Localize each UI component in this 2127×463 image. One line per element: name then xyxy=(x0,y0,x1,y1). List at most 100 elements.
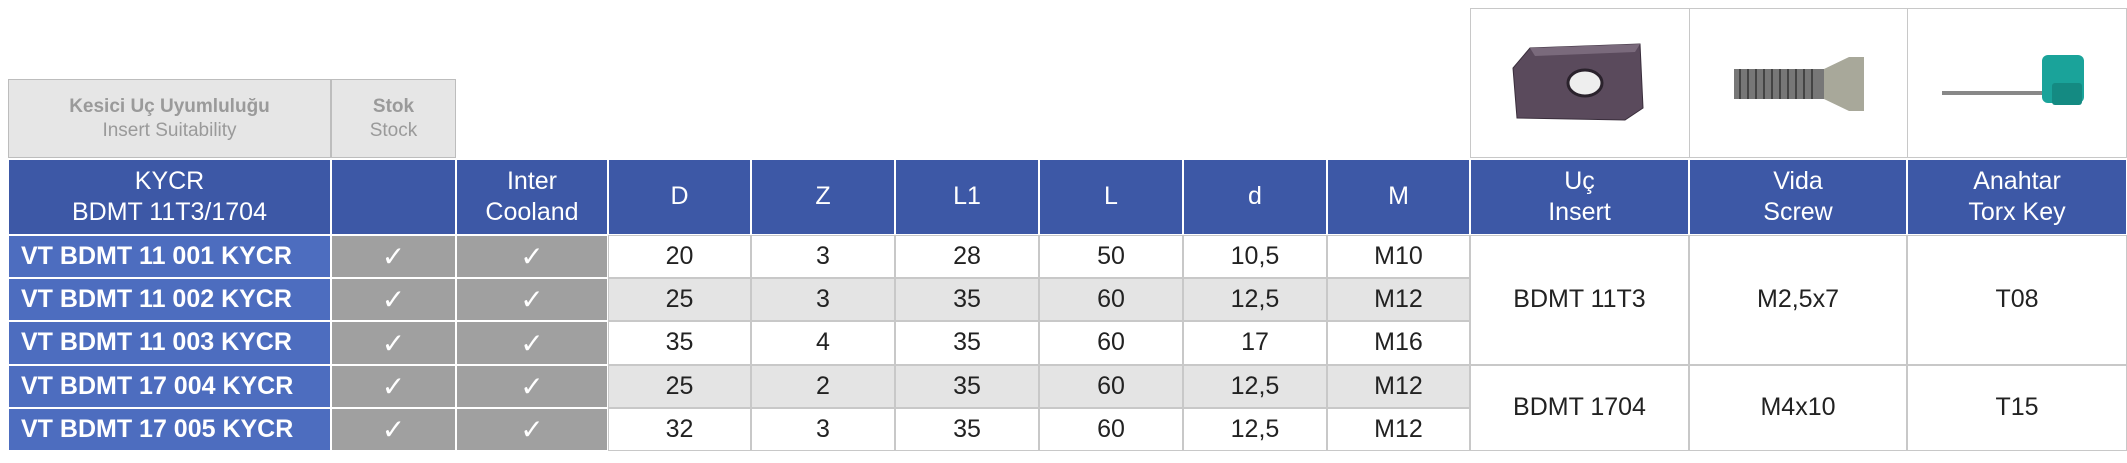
column-header-text: d xyxy=(1248,182,1262,211)
dimension-value-text: 12,5 xyxy=(1230,371,1280,400)
dimension-value-text: 35 xyxy=(953,284,981,313)
accessory-insert-text: BDMT 1704 xyxy=(1513,393,1646,422)
dimension-value: M12 xyxy=(1327,365,1470,408)
key-icon xyxy=(1942,55,2084,105)
column-header-text: M xyxy=(1388,182,1409,211)
cooland-check: ✓ xyxy=(456,365,608,408)
stock-check-text: ✓ xyxy=(381,284,406,315)
accessory-insert: BDMT 1704 xyxy=(1470,365,1689,451)
insert-image xyxy=(1470,8,1690,158)
dimension-value: 60 xyxy=(1039,321,1183,365)
accessory-header-text: Anahtar xyxy=(1973,166,2061,195)
stock-check: ✓ xyxy=(331,365,456,408)
dimension-value: M16 xyxy=(1327,321,1470,365)
screw-icon xyxy=(1733,57,1864,111)
stock-header-blank xyxy=(331,159,456,235)
column-header: M xyxy=(1327,159,1470,235)
stock-check-text: ✓ xyxy=(381,327,406,359)
cooland-check-text: ✓ xyxy=(520,284,544,315)
accessory-screw-text: M4x10 xyxy=(1760,393,1836,422)
screw-image xyxy=(1689,8,1908,158)
stock-check-text: ✓ xyxy=(381,414,406,445)
product-code-text: VT BDMT 17 004 KYCR xyxy=(21,371,294,400)
cooland-check-text: ✓ xyxy=(520,241,544,272)
dimension-value-text: 3 xyxy=(816,414,830,443)
product-code-text: VT BDMT 11 003 KYCR xyxy=(21,328,292,357)
stock-check: ✓ xyxy=(331,408,456,451)
product-code: VT BDMT 11 002 KYCR xyxy=(8,278,331,321)
accessory-header-text: Torx Key xyxy=(1968,198,2066,226)
accessory-insert-text: BDMT 11T3 xyxy=(1513,285,1646,314)
cooland-header-text: Inter xyxy=(506,166,558,195)
accessory-key-text: T08 xyxy=(1995,285,2039,314)
dimension-value-text: 35 xyxy=(953,371,981,400)
dimension-value: 25 xyxy=(608,365,751,408)
dimension-value-text: 35 xyxy=(953,414,981,443)
dimension-value-text: M12 xyxy=(1374,414,1423,443)
stock-check: ✓ xyxy=(331,278,456,321)
cooland-check: ✓ xyxy=(456,408,608,451)
dimension-value: 12,5 xyxy=(1183,365,1327,408)
stock-check: ✓ xyxy=(331,235,456,278)
dimension-value-text: M12 xyxy=(1374,371,1423,400)
dimension-value: 60 xyxy=(1039,278,1183,321)
dimension-value-text: M12 xyxy=(1374,284,1423,313)
accessory-screw: M2,5x7 xyxy=(1689,235,1907,365)
cooland-check: ✓ xyxy=(456,278,608,321)
dimension-value: 17 xyxy=(1183,321,1327,365)
cooland-header: Inter Cooland xyxy=(456,159,608,235)
dimension-value: 35 xyxy=(895,365,1039,408)
stock-check: ✓ xyxy=(331,321,456,365)
cooland-check-text: ✓ xyxy=(520,327,544,359)
dimension-value-text: 35 xyxy=(665,328,694,357)
dimension-value: 3 xyxy=(751,235,895,278)
accessory-header-text: Screw xyxy=(1763,198,1833,226)
product-code: VT BDMT 17 005 KYCR xyxy=(8,408,331,451)
accessory-header: Vida Screw xyxy=(1689,159,1907,235)
dimension-value-text: 3 xyxy=(816,241,830,270)
dimension-value-text: 17 xyxy=(1241,328,1269,357)
stock-check-text: ✓ xyxy=(381,371,406,402)
accessory-screw: M4x10 xyxy=(1689,365,1907,451)
dimension-value: 4 xyxy=(751,321,895,365)
dimension-value-text: 2 xyxy=(816,371,830,400)
column-header-text: D xyxy=(670,182,689,211)
dimension-value: 20 xyxy=(608,235,751,278)
cooland-check: ✓ xyxy=(456,235,608,278)
stock-header-text: Stock xyxy=(369,119,418,141)
column-header: L xyxy=(1039,159,1183,235)
accessory-header: Uç Insert xyxy=(1470,159,1689,235)
accessory-insert: BDMT 11T3 xyxy=(1470,235,1689,365)
column-header: d xyxy=(1183,159,1327,235)
accessory-header-text: Uç xyxy=(1564,166,1595,195)
series-header-text: BDMT 11T3/1704 xyxy=(71,198,267,226)
accessory-header-text: Insert xyxy=(1548,198,1611,226)
dimension-value: 25 xyxy=(608,278,751,321)
dimension-value: 3 xyxy=(751,278,895,321)
dimension-value-text: 60 xyxy=(1097,284,1125,313)
insert-icon xyxy=(1512,43,1644,121)
cooland-check-text: ✓ xyxy=(520,371,544,402)
dimension-value: M10 xyxy=(1327,235,1470,278)
dimension-value: 2 xyxy=(751,365,895,408)
product-code-text: VT BDMT 11 001 KYCR xyxy=(21,241,292,270)
dimension-value: M12 xyxy=(1327,278,1470,321)
dimension-value-text: M10 xyxy=(1374,241,1423,270)
accessory-key-text: T15 xyxy=(1995,393,2039,422)
dimension-value-text: 60 xyxy=(1097,371,1125,400)
dimension-value-text: 20 xyxy=(665,241,694,270)
accessory-key: T08 xyxy=(1907,235,2127,365)
stock-header: Stok Stock xyxy=(331,79,456,158)
suitability-header-text: Insert Suitability xyxy=(102,119,237,141)
dimension-value-text: 32 xyxy=(665,414,694,443)
column-header-text: Z xyxy=(815,182,831,211)
series-header: KYCR BDMT 11T3/1704 xyxy=(8,159,331,235)
dimension-value-text: 50 xyxy=(1097,241,1125,270)
accessory-header-text: Vida xyxy=(1773,166,1823,195)
stock-check-text: ✓ xyxy=(381,241,406,272)
dimension-value: 35 xyxy=(895,321,1039,365)
dimension-value-text: 12,5 xyxy=(1230,414,1280,443)
dimension-value-text: 10,5 xyxy=(1230,241,1280,270)
column-header: L1 xyxy=(895,159,1039,235)
